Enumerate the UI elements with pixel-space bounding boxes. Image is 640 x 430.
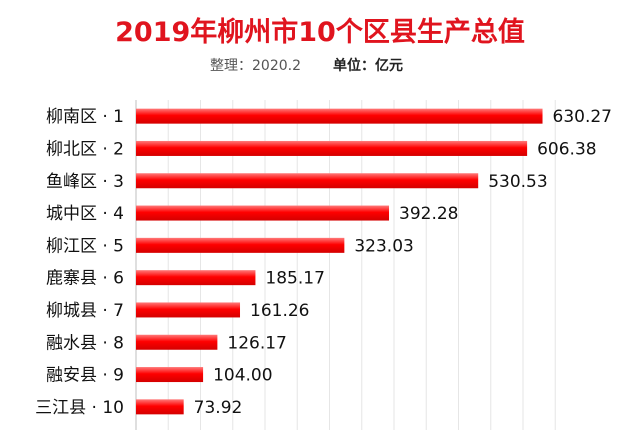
value-label: 323.03 <box>354 236 413 256</box>
labels: 柳南区 · 1 630.27 柳北区 · 2 606.38 鱼峰区 · 3 530.53 城… <box>35 107 612 418</box>
bar <box>136 270 256 286</box>
chart-title: 2019年柳州市10个区县生产总值 <box>115 17 525 48</box>
category-label: 柳江区 · 5 <box>46 236 124 256</box>
category-label: 柳南区 · 1 <box>46 107 124 127</box>
value-label: 606.38 <box>537 139 596 159</box>
bars <box>136 108 543 415</box>
category-label: 融安县 · 9 <box>46 366 124 386</box>
bar <box>136 173 479 189</box>
value-label: 161.26 <box>250 301 309 321</box>
value-label: 530.53 <box>488 172 547 192</box>
bar <box>136 399 184 415</box>
bar <box>136 367 204 383</box>
value-label: 185.17 <box>265 269 324 289</box>
category-label: 城中区 · 4 <box>46 204 124 224</box>
value-label: 630.27 <box>553 107 612 127</box>
category-label: 柳城县 · 7 <box>46 301 124 321</box>
bar <box>136 302 241 318</box>
category-label: 三江县 · 10 <box>35 398 124 418</box>
bar <box>136 140 528 156</box>
category-label: 柳北区 · 2 <box>46 139 124 159</box>
category-label: 融水县 · 8 <box>46 333 124 353</box>
bar <box>136 205 390 221</box>
bar <box>136 334 218 350</box>
bar <box>136 237 345 253</box>
compiled-date-note: 整理：2020.2 <box>210 58 301 74</box>
category-label: 鹿寨县 · 6 <box>46 269 124 289</box>
value-label: 104.00 <box>213 366 272 386</box>
category-label: 鱼峰区 · 3 <box>46 172 124 192</box>
value-label: 392.28 <box>399 204 458 224</box>
bar <box>136 108 543 124</box>
value-label: 126.17 <box>227 333 286 353</box>
value-label: 73.92 <box>194 398 243 418</box>
unit-label: 单位：亿元 <box>333 58 403 74</box>
